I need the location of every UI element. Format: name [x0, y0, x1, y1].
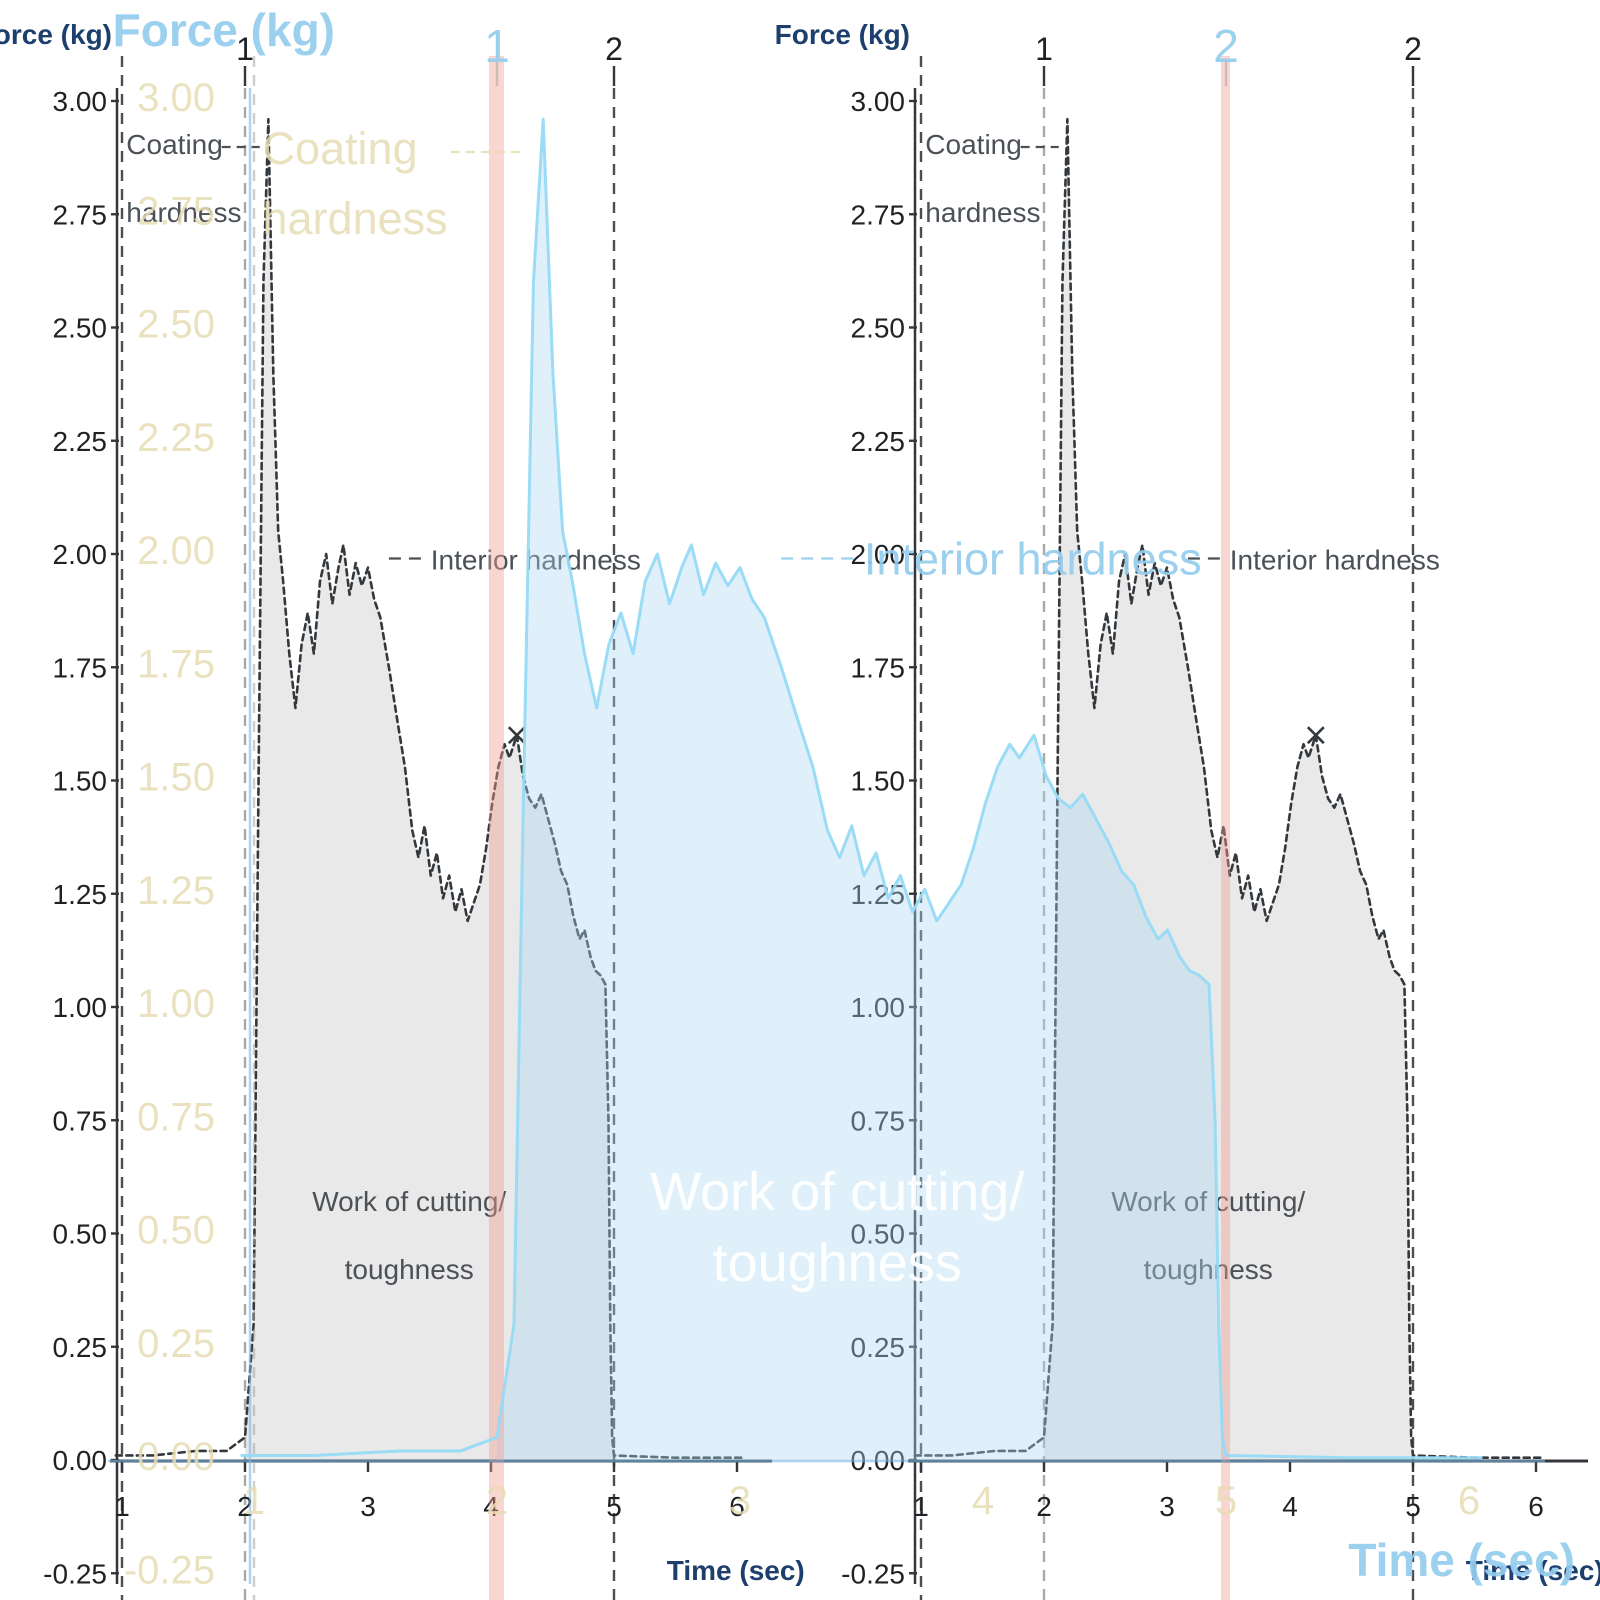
annotation-coating-line2: hardness: [925, 197, 1040, 228]
x-tick-label: 3: [729, 1479, 751, 1523]
y-tick-label: 3.00: [851, 86, 906, 117]
annotation-coating-line1: Coating: [263, 123, 418, 174]
top-axis-tick-label: 1: [1035, 31, 1053, 67]
y-tick-label: -0.25: [43, 1558, 107, 1589]
y-tick-label: 2.25: [137, 416, 215, 460]
x-tick-label: 6: [1458, 1479, 1480, 1523]
annotation-work-line1: Work of cutting/: [1111, 1186, 1305, 1217]
work-area-fill: [497, 119, 1226, 1461]
y-tick-label: 2.00: [137, 529, 215, 573]
y-tick-label: 2.75: [137, 189, 215, 233]
annotation-coating-line2: hardness: [126, 197, 241, 228]
ghost-marker-line-start: [489, 56, 504, 1600]
x-tick-label: 1: [243, 1479, 265, 1523]
force-curve: [240, 117, 1483, 1460]
top-axis-tick-label: 2: [1404, 31, 1422, 67]
x-tick-label: 3: [360, 1491, 376, 1522]
y-tick-label: 1.50: [53, 766, 108, 797]
y-tick-label: 0.00: [53, 1445, 108, 1476]
y-tick-label: -0.25: [124, 1548, 215, 1592]
y-axis-title: Force (kg): [775, 19, 910, 50]
x-tick-label: 4: [972, 1479, 994, 1523]
y-tick-label: 2.25: [851, 426, 906, 457]
y-tick-label: 1.25: [53, 879, 108, 910]
y-tick-label: 0.50: [53, 1219, 108, 1250]
y-tick-label: 1.25: [137, 869, 215, 913]
y-tick-label: 1.50: [137, 756, 215, 800]
annotation-work-line2: toughness: [1144, 1254, 1273, 1285]
x-axis-title: Time (sec): [667, 1555, 805, 1586]
y-axis-title: Force (kg): [0, 19, 112, 50]
annotation-work-line2: toughness: [345, 1254, 474, 1285]
force-curve: [114, 117, 745, 1460]
x-tick-label: 3: [1159, 1491, 1175, 1522]
x-axis-title: Time (sec): [1348, 1534, 1575, 1586]
work-area-fill: [245, 119, 614, 1461]
annotation-work-line2: toughness: [713, 1233, 962, 1293]
x-tick-label: 4: [1282, 1491, 1298, 1522]
y-tick-label: 3.00: [53, 86, 108, 117]
y-tick-label: 2.00: [53, 539, 108, 570]
x-marker: [1306, 726, 1325, 745]
y-tick-label: 2.50: [137, 303, 215, 347]
y-tick-label: 2.25: [53, 426, 108, 457]
annotation-interior: Interior hardness: [864, 534, 1202, 585]
y-tick-label: -0.25: [841, 1558, 905, 1589]
x-tick-label: 6: [729, 1491, 745, 1522]
annotation-work-line1: Work of cutting/: [312, 1186, 506, 1217]
annotation-interior: Interior hardness: [1230, 545, 1440, 576]
y-tick-label: 0.75: [53, 1105, 108, 1136]
top-axis-tick-label: 1: [484, 20, 510, 72]
y-tick-label: 2.50: [53, 313, 108, 344]
y-tick-label: 1.00: [137, 982, 215, 1026]
y-tick-label: 2.75: [851, 199, 906, 230]
panel-left: 3.00 2.75 2.50 2.25 2.00 1.75 1.50 1.25 1.00 0.75…: [0, 19, 805, 1600]
x-tick-label: 4: [483, 1491, 499, 1522]
x-marker: [507, 726, 526, 745]
force-curve: [913, 117, 1544, 1460]
y-tick-label: 1.75: [851, 652, 906, 683]
top-axis-tick-label: 2: [605, 31, 623, 67]
y-tick-label: 2.00: [851, 539, 906, 570]
y-tick-label: 0.50: [137, 1209, 215, 1253]
ghost-overlay: 3.00 2.75 2.50 2.25 2.00 1.75 1.50 1.25 1.00 0.75…: [108, 4, 1575, 1600]
y-tick-label: 0.75: [137, 1095, 215, 1139]
top-axis-tick-label: 1: [236, 31, 254, 67]
y-tick-label: 0.25: [137, 1322, 215, 1366]
annotation-interior: Interior hardness: [431, 545, 641, 576]
x-tick-label: 2: [486, 1479, 508, 1523]
y-tick-label: 1.50: [851, 766, 906, 797]
annotation-work-line1: Work of cutting/: [650, 1162, 1024, 1222]
y-tick-label: 3.00: [137, 76, 215, 120]
y-tick-label: 1.00: [53, 992, 108, 1023]
y-tick-label: 0.50: [851, 1219, 906, 1250]
x-tick-label: 6: [1528, 1491, 1544, 1522]
y-tick-label: 1.75: [53, 652, 108, 683]
y-axis-title: Force (kg): [113, 4, 335, 56]
x-tick-label: 2: [1036, 1491, 1052, 1522]
y-tick-label: 2.75: [53, 199, 108, 230]
y-tick-label: 0.25: [53, 1332, 108, 1363]
annotation-coating-line2: hardness: [263, 193, 448, 244]
x-tick-label: 5: [1215, 1479, 1237, 1523]
y-tick-label: 1.75: [137, 642, 215, 686]
x-tick-label: 1: [114, 1491, 130, 1522]
ghost-marker-line-end: [1221, 56, 1230, 1600]
y-tick-label: 2.50: [851, 313, 906, 344]
x-tick-label: 5: [1405, 1491, 1421, 1522]
y-tick-label: 1.00: [851, 992, 906, 1023]
y-tick-label: 0.00: [137, 1435, 215, 1479]
x-axis-title: Time (sec): [1466, 1555, 1600, 1586]
top-axis-tick-label: 2: [1213, 20, 1239, 72]
annotation-coating-line1: Coating: [126, 129, 223, 160]
y-tick-label: 0.25: [851, 1332, 906, 1363]
work-area-fill: [1044, 119, 1413, 1461]
x-tick-label: 1: [913, 1491, 929, 1522]
annotation-coating-line1: Coating: [925, 129, 1022, 160]
y-tick-label: 0.75: [851, 1105, 906, 1136]
x-tick-label: 5: [606, 1491, 622, 1522]
